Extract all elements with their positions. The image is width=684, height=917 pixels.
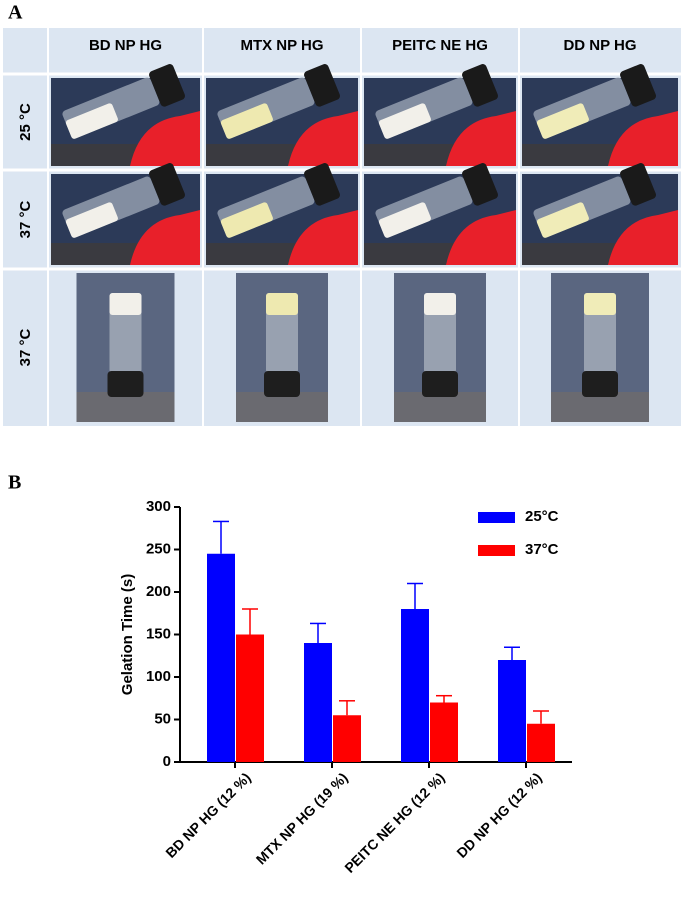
y-tick-label: 100: [146, 668, 171, 685]
photo: [364, 64, 516, 166]
vial-cap: [462, 163, 498, 206]
stand: [130, 111, 200, 166]
photo: [76, 273, 175, 422]
stand: [446, 111, 516, 166]
vial-cap: [620, 163, 656, 206]
vial: [217, 163, 340, 238]
x-tick-label: BD NP HG (12 %): [162, 769, 253, 860]
vial-gel: [65, 202, 118, 238]
bar: [430, 702, 458, 762]
panel-label: A: [8, 2, 23, 24]
x-tick-label: PEITC NE HG (12 %): [341, 769, 447, 875]
vial: [217, 64, 340, 139]
vial: [375, 163, 498, 238]
vial-gel: [424, 293, 456, 315]
photo: [51, 64, 200, 166]
x-tick-label: DD NP HG (12 %): [453, 769, 544, 860]
vial-gel: [220, 103, 273, 139]
vial: [62, 64, 185, 139]
column-header: MTX NP HG: [240, 37, 323, 54]
vial-cap: [422, 371, 458, 397]
row-header: 37 °C: [17, 328, 34, 366]
legend-label: 25°C: [525, 508, 559, 525]
bar: [498, 660, 526, 762]
vial-gel: [266, 293, 298, 315]
y-tick-label: 300: [146, 498, 171, 515]
row-header: 37 °C: [17, 200, 34, 238]
vial-cap: [304, 163, 340, 206]
photo: [51, 163, 200, 265]
vial: [533, 64, 656, 139]
y-tick-label: 50: [154, 710, 171, 727]
vial-gel: [65, 103, 118, 139]
stand: [288, 210, 358, 265]
photo: [522, 163, 678, 265]
vial-gel: [220, 202, 273, 238]
column-header: BD NP HG: [89, 37, 162, 54]
vial-cap: [264, 371, 300, 397]
stand: [130, 210, 200, 265]
y-tick-label: 200: [146, 583, 171, 600]
photo: [551, 273, 649, 422]
vial: [533, 163, 656, 238]
vial-cap: [582, 371, 618, 397]
vial-gel: [109, 293, 142, 315]
legend-swatch: [478, 512, 515, 523]
bar: [401, 609, 429, 762]
vial-gel: [378, 103, 431, 139]
photo: [394, 273, 486, 422]
stand: [608, 210, 678, 265]
vial-gel: [536, 202, 589, 238]
photo: [206, 163, 358, 265]
y-tick-label: 150: [146, 625, 171, 642]
photo: [364, 163, 516, 265]
bar: [236, 634, 264, 762]
vial: [62, 163, 185, 238]
bar: [304, 643, 332, 762]
vial-cap: [620, 64, 656, 107]
photo: [522, 64, 678, 166]
bar: [207, 553, 235, 762]
column-header: DD NP HG: [563, 37, 636, 54]
photo: [206, 64, 358, 166]
vial-gel: [378, 202, 431, 238]
bar: [527, 723, 555, 762]
x-tick-label: MTX NP HG (19 %): [253, 769, 351, 867]
legend-swatch: [478, 545, 515, 556]
legend-label: 37°C: [525, 541, 559, 558]
vial-gel: [536, 103, 589, 139]
vial-cap: [462, 64, 498, 107]
vial-gel: [584, 293, 616, 315]
y-tick-label: 250: [146, 540, 171, 557]
row-header: 25 °C: [17, 103, 34, 141]
y-tick-label: 0: [163, 753, 171, 770]
vial: [375, 64, 498, 139]
bar: [333, 715, 361, 762]
vial-cap: [304, 64, 340, 107]
y-axis-label: Gelation Time (s): [119, 574, 136, 695]
stand: [608, 111, 678, 166]
column-header: PEITC NE HG: [392, 37, 488, 54]
vial-cap: [149, 163, 185, 206]
photo: [236, 273, 328, 422]
vial-cap: [107, 371, 144, 397]
stand: [288, 111, 358, 166]
panel-label: B: [8, 472, 21, 494]
vial-cap: [149, 64, 185, 107]
stand: [446, 210, 516, 265]
